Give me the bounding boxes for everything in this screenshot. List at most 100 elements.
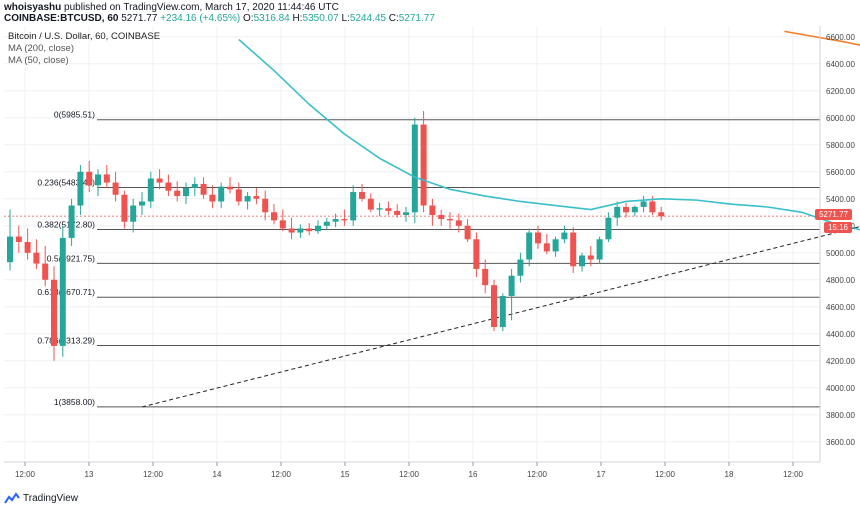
candle-body <box>614 206 621 218</box>
price-tick-label: 6600.00 <box>826 33 855 42</box>
time-tick-label: 16 <box>469 470 478 479</box>
ohlc-line: COINBASE:BTCUSD, 60 5271.77 +234.16 (+4.… <box>4 13 435 24</box>
open-label: O: <box>243 13 254 24</box>
candle-body <box>517 259 524 276</box>
candle-body <box>147 178 154 202</box>
price-axis[interactable]: 3600.00 3800.00 4000.00 4200.00 4400.00 4600.… <box>819 26 855 462</box>
chart-header: whoisyashu published on TradingView.com,… <box>0 0 860 26</box>
candle-body <box>561 232 568 240</box>
close-value: 5271.77 <box>398 13 435 24</box>
low-value: 5244.45 <box>349 13 386 24</box>
candle-body <box>262 198 269 213</box>
candle-body <box>24 241 31 253</box>
price-tick-label: 5000.00 <box>826 249 855 258</box>
candle-body <box>130 205 137 222</box>
time-tick-label: 13 <box>85 470 94 479</box>
candle-body <box>543 243 550 252</box>
candle-body <box>59 237 66 346</box>
fib-level-label: 0.618(4670.71) <box>37 287 95 297</box>
candle-body <box>7 236 13 263</box>
candle-body <box>631 206 638 213</box>
fibonacci-retracement[interactable]: 0(5985.51) 0.236(5483.42) 0.382(5172.80) 0.… <box>37 110 820 408</box>
candle-body <box>623 206 629 213</box>
candle-body <box>394 210 401 215</box>
price-tag-value: 5271.77 <box>819 210 848 220</box>
candle-body <box>491 285 497 328</box>
author-name[interactable]: whoisyashu <box>4 2 62 13</box>
candle-body <box>33 252 40 264</box>
candle-body <box>235 189 242 202</box>
candle-body <box>420 124 427 206</box>
publish-info: published on TradingView.com, March 17, … <box>64 2 339 13</box>
time-tick-label: 12:00 <box>143 470 164 479</box>
fib-level-label: 0.382(5172.80) <box>37 219 95 229</box>
candle-body <box>174 190 181 197</box>
candle-body <box>227 186 233 190</box>
candle-body <box>464 225 471 240</box>
time-tick-label: 12:00 <box>399 470 420 479</box>
price-tick-label: 6400.00 <box>826 60 855 69</box>
candle-body <box>51 279 57 346</box>
time-axis[interactable]: 12:00 13 12:00 14 12:00 15 12:00 16 12:00 17 12:00… <box>4 461 820 479</box>
candle-body <box>359 192 365 199</box>
trendline[interactable] <box>141 146 860 408</box>
candle-body <box>482 268 489 286</box>
brand-label: TradingView <box>23 492 79 504</box>
time-tick-label: 12:00 <box>271 470 292 479</box>
fib-level-label: 0.236(5483.42) <box>37 178 95 188</box>
candle-body <box>579 255 585 267</box>
last-price: 5271.77 <box>121 13 158 24</box>
ma50-line <box>238 38 860 231</box>
candle-body <box>156 178 163 183</box>
candle-body <box>473 239 480 269</box>
time-tick-label: 15 <box>341 470 350 479</box>
candle-body <box>649 201 656 213</box>
candle-body <box>438 214 445 220</box>
candle-body <box>244 196 251 202</box>
open-value: 5316.84 <box>253 13 290 24</box>
trendline-dashed <box>141 226 860 408</box>
price-change: +234.16 (+4.65%) <box>160 13 241 24</box>
candle-body <box>658 212 665 217</box>
ma200-legend[interactable]: MA (200, close) <box>8 43 74 54</box>
candle-body <box>112 182 119 195</box>
candle-body <box>596 239 603 260</box>
candle-body <box>165 182 172 191</box>
time-tick-label: 12:00 <box>527 470 548 479</box>
candle-body <box>552 239 559 252</box>
candle-body <box>297 228 304 233</box>
candle-body <box>139 201 145 206</box>
ma200-line <box>784 30 860 47</box>
time-tick-label: 14 <box>213 470 222 479</box>
candle-body <box>640 201 647 207</box>
price-tick-label: 3600.00 <box>826 438 855 447</box>
candle-body <box>121 194 128 222</box>
candle-body <box>447 219 453 221</box>
tradingview-footer[interactable]: TradingView <box>4 491 78 505</box>
candle-body <box>499 295 506 328</box>
candle-body <box>103 174 110 183</box>
time-tick-label: 12:00 <box>655 470 676 479</box>
price-tick-label: 6000.00 <box>826 114 855 123</box>
low-label: L: <box>341 13 350 24</box>
fib-level-label: 0(5985.51) <box>54 110 95 120</box>
fib-level-label: 1(3858.00) <box>54 397 95 407</box>
bar-countdown-tag: 15:16 <box>823 222 852 234</box>
candle-body <box>42 263 49 280</box>
price-tick-label: 4000.00 <box>826 384 855 393</box>
ma50-legend[interactable]: MA (50, close) <box>8 55 69 66</box>
moving-averages <box>238 30 860 231</box>
fib-level-label: 0.5(4921.75) <box>47 253 95 263</box>
publish-line: whoisyashu published on TradingView.com,… <box>4 2 339 13</box>
candle-body <box>68 205 75 238</box>
time-tick-label: 12:00 <box>783 470 804 479</box>
candle-body <box>350 192 357 221</box>
candle-body <box>253 196 260 199</box>
candle-body <box>323 221 330 226</box>
candle-body <box>526 232 533 260</box>
price-tick-label: 4200.00 <box>826 357 855 366</box>
candle-body <box>587 255 594 260</box>
symbol-label: COINBASE:BTCUSD, 60 <box>4 13 119 24</box>
candle-body <box>367 198 374 210</box>
